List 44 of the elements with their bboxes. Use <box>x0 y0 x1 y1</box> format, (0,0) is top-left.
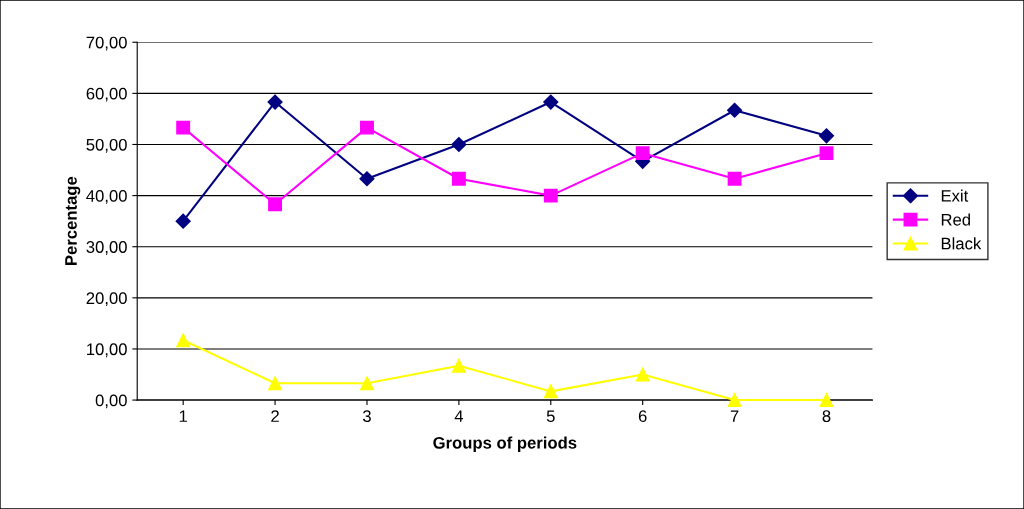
x-tick-label: 2 <box>271 410 279 422</box>
point <box>176 120 191 135</box>
point <box>175 213 191 229</box>
x-tick-label: 7 <box>730 410 739 422</box>
x-tick-label: 8 <box>822 410 831 423</box>
point <box>360 376 374 391</box>
y-tick-label: 40,00 <box>86 190 127 204</box>
x-tick-label: 5 <box>546 410 555 423</box>
x-tick-label: 1 <box>179 410 187 422</box>
point <box>359 171 375 187</box>
y-tick-label: 0,00 <box>95 394 127 409</box>
y-tick-label: 20,00 <box>86 292 127 307</box>
point <box>268 197 283 212</box>
y-tick-label: 50,00 <box>86 138 127 153</box>
y-axis-title: Percentage <box>65 176 81 265</box>
x-axis-title: Groups of periods <box>433 436 577 452</box>
point <box>451 358 466 373</box>
x-tick-label: 6 <box>638 410 647 423</box>
x-tick-label: 4 <box>454 410 464 422</box>
point <box>543 384 558 399</box>
point <box>267 94 283 110</box>
y-tick-label: 30,00 <box>86 241 127 255</box>
point <box>451 136 467 153</box>
point <box>727 393 742 408</box>
point <box>819 146 834 161</box>
x-tick-label: 3 <box>362 410 371 423</box>
point <box>727 171 742 186</box>
point <box>543 188 558 203</box>
point <box>360 120 374 135</box>
legend-label: Red <box>941 213 970 226</box>
point <box>176 333 191 348</box>
point <box>727 102 743 118</box>
point <box>451 171 466 186</box>
y-tick-label: 10,00 <box>87 343 127 358</box>
legend-label: Exit <box>941 189 969 202</box>
legend-label: Black <box>941 237 982 250</box>
point <box>268 376 283 391</box>
point <box>543 94 559 110</box>
y-tick-label: 60,00 <box>86 87 127 102</box>
y-tick-label: 70,00 <box>86 36 127 51</box>
point <box>635 367 650 382</box>
point <box>819 393 834 408</box>
point <box>818 128 835 144</box>
point <box>635 146 650 161</box>
